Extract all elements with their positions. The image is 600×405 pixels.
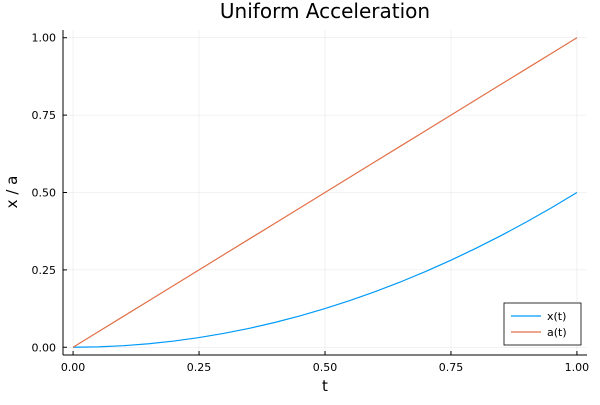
series-line-1: [72, 37, 578, 348]
y-axis-title: x / a: [3, 176, 21, 209]
series-line-0: [73, 191, 578, 348]
axes-layer: 0.00 0.25 0.50 0.75 1.00 0.00 0.25 0.50 0.75 1.00: [32, 30, 590, 374]
y-tick-label-4: 1.00: [32, 32, 57, 45]
x-tick-label-0: 0.00: [61, 361, 86, 374]
y-tick-label-0: 0.00: [32, 341, 57, 354]
x-tick-label-3: 0.75: [439, 361, 464, 374]
x-tick-label-1: 0.25: [187, 361, 212, 374]
legend-label-1: a(t): [547, 326, 567, 339]
y-tick-label-2: 0.50: [32, 187, 57, 200]
legend-box: [503, 302, 582, 346]
legend: x(t) a(t): [503, 302, 582, 346]
series-layer: [72, 37, 578, 348]
y-tick-label-1: 0.25: [32, 264, 57, 277]
x-tick-label-4: 1.00: [565, 361, 590, 374]
x-tick-label-2: 0.50: [313, 361, 338, 374]
legend-label-0: x(t): [547, 310, 566, 323]
chart-title: Uniform Acceleration: [220, 0, 430, 23]
x-axis-title: t: [322, 377, 328, 395]
y-tick-label-3: 0.75: [32, 109, 57, 122]
